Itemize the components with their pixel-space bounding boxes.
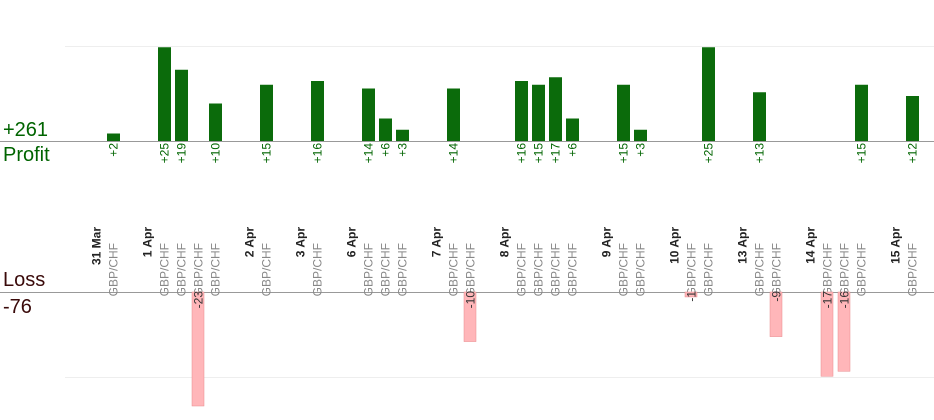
profit-value-label: +17 [549, 143, 563, 164]
loss-value-label: -17 [821, 291, 835, 309]
pair-label: GBP/CHF [107, 243, 121, 296]
pair-label: GBP/CHF [515, 243, 529, 296]
pair-label: GBP/CHF [549, 243, 563, 296]
pair-label: GBP/CHF [260, 243, 274, 296]
pair-label: GBP/CHF [447, 243, 461, 296]
profit-value-label: +16 [515, 143, 529, 164]
profit-value-label: +15 [260, 143, 274, 164]
date-label: 2 Apr [243, 227, 257, 258]
profit-bar [175, 69, 188, 141]
profit-bar [447, 88, 460, 141]
pair-label: GBP/CHF [855, 243, 869, 296]
profit-bar [753, 92, 766, 141]
pair-label: GBP/CHF [906, 243, 920, 296]
profit-bar [396, 129, 409, 141]
profit-label: Profit [3, 144, 50, 166]
pair-label: GBP/CHF [209, 243, 223, 296]
profit-bar [549, 77, 562, 141]
loss-bar [463, 291, 477, 342]
loss-value-label: -9 [770, 291, 784, 302]
date-label: 13 Apr [736, 227, 750, 264]
profit-value-label: +15 [855, 143, 869, 164]
profit-value-label: +14 [362, 143, 376, 164]
loss-value-label: -16 [838, 291, 852, 309]
date-label: 3 Apr [294, 227, 308, 258]
loss-total: -76 [3, 296, 32, 318]
loss-value-label: -1 [685, 291, 699, 302]
profit-value-label: +15 [532, 143, 546, 164]
profit-value-label: +15 [617, 143, 631, 164]
pair-label: GBP/CHF [311, 243, 325, 296]
profit-value-label: +14 [447, 143, 461, 164]
pair-label: GBP/CHF [838, 243, 852, 296]
profit-value-label: +3 [634, 143, 648, 157]
profit-bar [566, 118, 579, 141]
date-label: 6 Apr [345, 227, 359, 258]
profit-bar [362, 88, 375, 141]
pair-label: GBP/CHF [158, 243, 172, 296]
loss-bar [769, 291, 783, 337]
pair-label: GBP/CHF [532, 243, 546, 296]
profit-value-label: +6 [379, 143, 393, 157]
profit-value-label: +2 [107, 143, 121, 157]
profit-value-label: +12 [906, 143, 920, 164]
profit-value-label: +25 [158, 143, 172, 164]
loss-bar [837, 291, 851, 372]
profit-bar [158, 47, 171, 141]
pair-label: GBP/CHF [617, 243, 631, 296]
profit-bar [532, 84, 545, 141]
pair-label: GBP/CHF [464, 243, 478, 296]
loss-bar [191, 291, 205, 407]
date-label: 1 Apr [141, 227, 155, 258]
profit-bar [209, 103, 222, 141]
profit-bar [379, 118, 392, 141]
date-label: 15 Apr [889, 227, 903, 264]
profit-bar [515, 81, 528, 141]
profit-bar [855, 84, 868, 141]
profit-bar [702, 47, 715, 141]
profit-value-label: +6 [566, 143, 580, 157]
pair-label: GBP/CHF [753, 243, 767, 296]
date-label: 8 Apr [498, 227, 512, 258]
loss-bar [820, 291, 834, 377]
pair-label: GBP/CHF [770, 243, 784, 296]
profit-value-label: +19 [175, 143, 189, 164]
profit-bar [906, 96, 919, 141]
pair-label: GBP/CHF [362, 243, 376, 296]
loss-bar [684, 291, 698, 298]
pair-label: GBP/CHF [702, 243, 716, 296]
profit-value-label: +13 [753, 143, 767, 164]
pair-label: GBP/CHF [685, 243, 699, 296]
pair-label: GBP/CHF [175, 243, 189, 296]
profit-bar [634, 129, 647, 141]
profit-bar [617, 84, 630, 141]
date-label: 14 Apr [804, 227, 818, 264]
loss-value-label: -23 [192, 291, 206, 309]
date-label: 7 Apr [430, 227, 444, 258]
date-label: 9 Apr [600, 227, 614, 258]
pair-label: GBP/CHF [566, 243, 580, 296]
date-label: 31 Mar [90, 227, 104, 265]
pair-label: GBP/CHF [396, 243, 410, 296]
pair-label: GBP/CHF [634, 243, 648, 296]
profit-bar [260, 84, 273, 141]
profit-total: +261 [3, 119, 49, 141]
profit-value-label: +16 [311, 143, 325, 164]
date-label: 10 Apr [668, 227, 682, 264]
loss-value-label: -10 [464, 291, 478, 309]
pair-label: GBP/CHF [821, 243, 835, 296]
pair-label: GBP/CHF [192, 243, 206, 296]
profit-bar [107, 133, 120, 141]
profit-bar [311, 81, 324, 141]
pair-label: GBP/CHF [379, 243, 393, 296]
loss-label: Loss [3, 269, 46, 291]
profit-value-label: +25 [702, 143, 716, 164]
profit-value-label: +10 [209, 143, 223, 164]
profit-value-label: +3 [396, 143, 410, 157]
